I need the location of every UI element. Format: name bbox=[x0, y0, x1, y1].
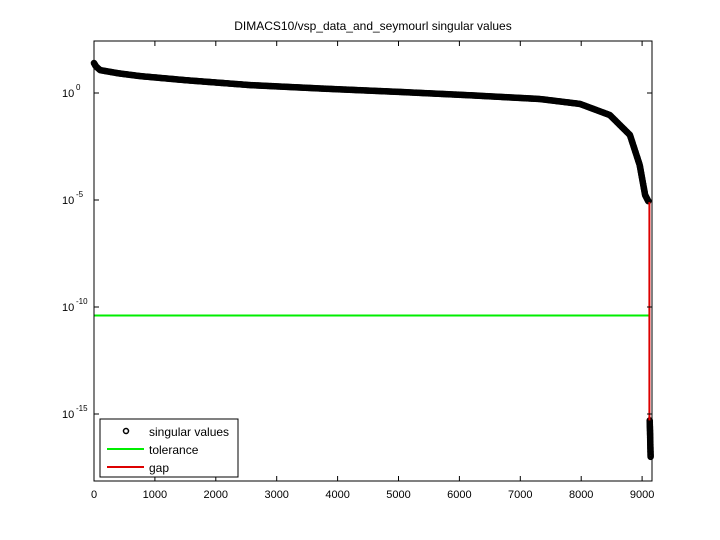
x-tick-label: 4000 bbox=[325, 489, 349, 501]
x-tick-label: 2000 bbox=[204, 489, 228, 501]
x-axis: 0 1000 2000 3000 4000 5000 6000 7000 8000 9000 bbox=[91, 41, 654, 501]
y-tick-exponent: -15 bbox=[76, 404, 88, 413]
x-tick-label: 1000 bbox=[143, 489, 167, 501]
x-tick-label: 5000 bbox=[386, 489, 410, 501]
y-tick-label: 10 bbox=[62, 409, 74, 421]
x-tick-label: 7000 bbox=[508, 489, 532, 501]
singular-values-series bbox=[90, 59, 654, 461]
x-tick-label: 8000 bbox=[569, 489, 593, 501]
legend: singular values tolerance gap bbox=[99, 418, 239, 478]
x-tick-label: 3000 bbox=[264, 489, 288, 501]
y-tick-exponent: -10 bbox=[76, 297, 88, 306]
legend-label-gap: gap bbox=[149, 461, 169, 475]
chart-title: DIMACS10/vsp_data_and_seymourl singular … bbox=[234, 19, 511, 33]
x-tick-label: 6000 bbox=[447, 489, 471, 501]
y-tick-label: 10 bbox=[62, 195, 74, 207]
plot-frame bbox=[93, 40, 653, 482]
y-tick-exponent: -5 bbox=[76, 190, 84, 199]
x-tick-label: 9000 bbox=[630, 489, 654, 501]
x-tick-label: 0 bbox=[91, 489, 97, 501]
y-tick-label: 10 bbox=[62, 302, 74, 314]
data-layer bbox=[90, 59, 654, 461]
legend-label-tolerance: tolerance bbox=[149, 443, 199, 457]
y-tick-exponent: 0 bbox=[76, 83, 81, 92]
legend-circle-icon bbox=[122, 427, 130, 435]
legend-label-singular-values: singular values bbox=[149, 425, 229, 439]
y-tick-label: 10 bbox=[62, 88, 74, 100]
